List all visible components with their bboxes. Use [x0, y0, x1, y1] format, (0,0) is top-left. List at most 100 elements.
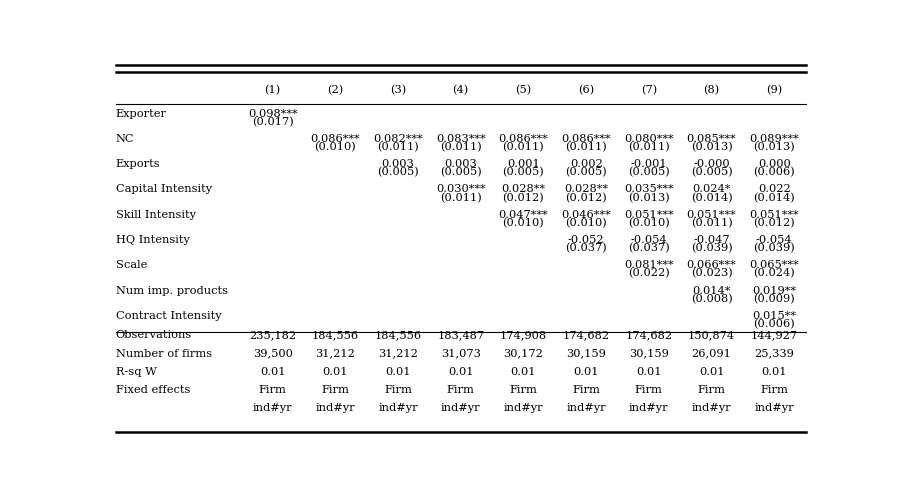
- Text: 0.019**: 0.019**: [752, 286, 797, 296]
- Text: Firm: Firm: [572, 385, 601, 395]
- Text: (0.010): (0.010): [628, 218, 670, 228]
- Text: 0.089***: 0.089***: [750, 134, 799, 144]
- Text: Firm: Firm: [698, 385, 725, 395]
- Text: 0.01: 0.01: [448, 367, 474, 377]
- Text: 31,212: 31,212: [316, 349, 355, 359]
- Text: (9): (9): [766, 85, 782, 95]
- Text: (0.012): (0.012): [503, 192, 544, 203]
- Text: (0.009): (0.009): [753, 294, 795, 304]
- Text: Firm: Firm: [321, 385, 350, 395]
- Text: 0.01: 0.01: [699, 367, 725, 377]
- Text: 174,908: 174,908: [500, 331, 547, 340]
- Text: (0.012): (0.012): [565, 192, 607, 203]
- Text: 184,556: 184,556: [375, 331, 422, 340]
- Text: Firm: Firm: [384, 385, 412, 395]
- Text: 30,159: 30,159: [629, 349, 669, 359]
- Text: (4): (4): [452, 85, 469, 95]
- Text: (0.012): (0.012): [753, 218, 795, 228]
- Text: (0.011): (0.011): [628, 142, 670, 152]
- Text: (0.039): (0.039): [690, 243, 733, 253]
- Text: (0.024): (0.024): [753, 268, 795, 278]
- Text: Capital Intensity: Capital Intensity: [116, 184, 212, 194]
- Text: (0.023): (0.023): [690, 268, 733, 278]
- Text: 0.030***: 0.030***: [436, 184, 485, 194]
- Text: (0.008): (0.008): [690, 294, 733, 304]
- Text: 0.003: 0.003: [444, 159, 477, 169]
- Text: 0.01: 0.01: [636, 367, 662, 377]
- Text: ind#yr: ind#yr: [316, 403, 355, 413]
- Text: ind#yr: ind#yr: [691, 403, 732, 413]
- Text: -0.047: -0.047: [693, 235, 730, 245]
- Text: ind#yr: ind#yr: [566, 403, 606, 413]
- Text: ind#yr: ind#yr: [378, 403, 418, 413]
- Text: (0.005): (0.005): [503, 167, 544, 178]
- Text: 0.022: 0.022: [758, 184, 790, 194]
- Text: 0.051***: 0.051***: [750, 210, 799, 220]
- Text: (0.011): (0.011): [503, 142, 544, 152]
- Text: 0.015**: 0.015**: [752, 311, 797, 321]
- Text: (0.005): (0.005): [378, 167, 419, 178]
- Text: 26,091: 26,091: [691, 349, 732, 359]
- Text: 0.083***: 0.083***: [436, 134, 485, 144]
- Text: 0.082***: 0.082***: [373, 134, 423, 144]
- Text: (0.006): (0.006): [753, 319, 795, 329]
- Text: 0.086***: 0.086***: [499, 134, 548, 144]
- Text: Fixed effects: Fixed effects: [116, 385, 191, 395]
- Text: -0.001: -0.001: [630, 159, 667, 169]
- Text: (8): (8): [703, 85, 720, 95]
- Text: 144,927: 144,927: [751, 331, 797, 340]
- Text: Observations: Observations: [116, 331, 192, 340]
- Text: Exporter: Exporter: [116, 109, 167, 119]
- Text: (1): (1): [264, 85, 280, 95]
- Text: 0.085***: 0.085***: [687, 134, 736, 144]
- Text: 0.035***: 0.035***: [624, 184, 673, 194]
- Text: 0.086***: 0.086***: [310, 134, 360, 144]
- Text: Firm: Firm: [447, 385, 475, 395]
- Text: (0.011): (0.011): [440, 192, 482, 203]
- Text: 0.002: 0.002: [570, 159, 602, 169]
- Text: ind#yr: ind#yr: [253, 403, 292, 413]
- Text: (0.005): (0.005): [690, 167, 733, 178]
- Text: Firm: Firm: [259, 385, 287, 395]
- Text: 0.01: 0.01: [323, 367, 348, 377]
- Text: 0.01: 0.01: [386, 367, 411, 377]
- Text: 0.01: 0.01: [761, 367, 787, 377]
- Text: (0.037): (0.037): [628, 243, 670, 253]
- Text: 0.046***: 0.046***: [561, 210, 611, 220]
- Text: 0.028**: 0.028**: [502, 184, 546, 194]
- Text: (0.006): (0.006): [753, 167, 795, 178]
- Text: (0.011): (0.011): [378, 142, 419, 152]
- Text: 0.081***: 0.081***: [624, 260, 673, 271]
- Text: ind#yr: ind#yr: [503, 403, 543, 413]
- Text: ind#yr: ind#yr: [629, 403, 669, 413]
- Text: 235,182: 235,182: [249, 331, 296, 340]
- Text: 25,339: 25,339: [754, 349, 794, 359]
- Text: -0.054: -0.054: [756, 235, 793, 245]
- Text: Firm: Firm: [510, 385, 538, 395]
- Text: 31,212: 31,212: [378, 349, 418, 359]
- Text: 30,172: 30,172: [503, 349, 543, 359]
- Text: (3): (3): [390, 85, 406, 95]
- Text: (7): (7): [641, 85, 657, 95]
- Text: Number of firms: Number of firms: [116, 349, 212, 359]
- Text: 0.051***: 0.051***: [624, 210, 673, 220]
- Text: 184,556: 184,556: [312, 331, 359, 340]
- Text: 174,682: 174,682: [563, 331, 610, 340]
- Text: (0.013): (0.013): [753, 142, 795, 152]
- Text: (0.013): (0.013): [628, 192, 670, 203]
- Text: R-sq W: R-sq W: [116, 367, 156, 377]
- Text: 0.014*: 0.014*: [692, 286, 731, 296]
- Text: -0.052: -0.052: [568, 235, 604, 245]
- Text: ind#yr: ind#yr: [754, 403, 794, 413]
- Text: Skill Intensity: Skill Intensity: [116, 210, 196, 220]
- Text: ind#yr: ind#yr: [441, 403, 481, 413]
- Text: 0.001: 0.001: [507, 159, 539, 169]
- Text: (0.011): (0.011): [690, 218, 733, 228]
- Text: (6): (6): [578, 85, 594, 95]
- Text: (0.022): (0.022): [628, 268, 670, 278]
- Text: (0.005): (0.005): [628, 167, 670, 178]
- Text: Firm: Firm: [761, 385, 788, 395]
- Text: 0.047***: 0.047***: [499, 210, 548, 220]
- Text: -0.054: -0.054: [630, 235, 667, 245]
- Text: 0.066***: 0.066***: [687, 260, 736, 271]
